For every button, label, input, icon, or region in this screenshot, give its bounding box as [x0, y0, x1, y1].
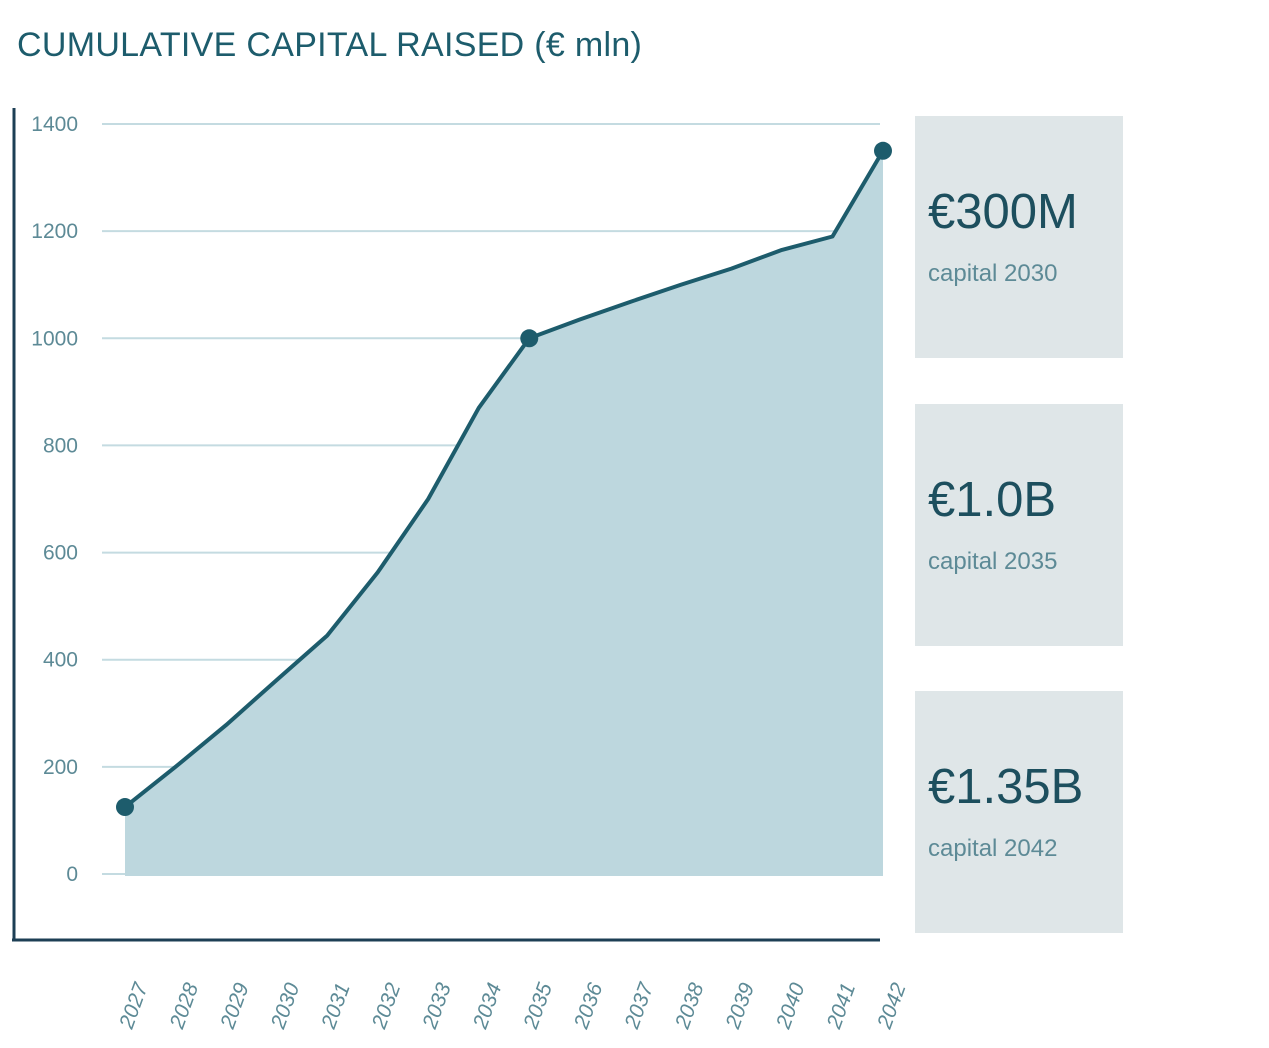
x-tick-label: 2038: [671, 980, 709, 1033]
x-tick-label: 2032: [367, 980, 405, 1033]
x-tick-label: 2027: [115, 979, 153, 1033]
axes: [12, 108, 880, 942]
stat-label: capital 2030: [928, 260, 1058, 287]
y-tick-label: 600: [43, 542, 78, 565]
data-points: [116, 141, 892, 817]
area-layer: [123, 148, 885, 877]
stat-label: capital 2042: [928, 835, 1058, 862]
x-tick-label: 2034: [468, 980, 506, 1033]
x-tick-label: 2028: [165, 980, 203, 1033]
y-tick-label: 0: [66, 863, 78, 886]
y-tick-label: 800: [43, 434, 78, 457]
data-point-2035: [520, 329, 539, 348]
y-tick-label: 200: [43, 756, 78, 779]
x-tick-label: 2041: [822, 980, 860, 1033]
stat-card-2030: €300M capital 2030: [915, 116, 1123, 358]
x-tick-label: 2030: [266, 980, 304, 1033]
data-point-2027: [116, 798, 134, 817]
x-tick-label: 2037: [620, 979, 658, 1033]
x-tick-label: 2033: [418, 980, 456, 1033]
x-tick-label: 2031: [317, 980, 355, 1033]
y-tick-labels: 0 200 400 600 800 1000 1200 1400: [31, 113, 78, 886]
stat-value: €300M: [928, 185, 1078, 239]
y-tick-label: 1400: [31, 113, 78, 136]
series-line: [123, 148, 885, 810]
x-tick-labels: 2027 2028 2029 2030 2031 2032 2033 2034 2035 2036…: [115, 979, 910, 1033]
stat-card-2042: €1.35B capital 2042: [915, 691, 1123, 933]
x-tick-label: 2036: [570, 980, 608, 1033]
x-tick-label: 2029: [216, 980, 254, 1033]
y-tick-label: 400: [43, 649, 78, 672]
chart-title: CUMULATIVE CAPITAL RAISED (€ mln): [17, 26, 643, 64]
stat-value: €1.0B: [928, 473, 1057, 527]
y-tick-label: 1200: [31, 220, 78, 243]
x-tick-label: 2042: [873, 980, 910, 1033]
data-point-2042: [874, 141, 892, 160]
y-tick-label: 1000: [31, 327, 78, 350]
x-tick-label: 2040: [772, 980, 810, 1033]
stat-value: €1.35B: [928, 760, 1084, 814]
area-fill: [125, 150, 883, 877]
x-tick-label: 2035: [519, 980, 557, 1033]
stat-card-2035: €1.0B capital 2035: [915, 404, 1123, 646]
stat-label: capital 2035: [928, 548, 1058, 575]
x-tick-label: 2039: [721, 980, 759, 1033]
